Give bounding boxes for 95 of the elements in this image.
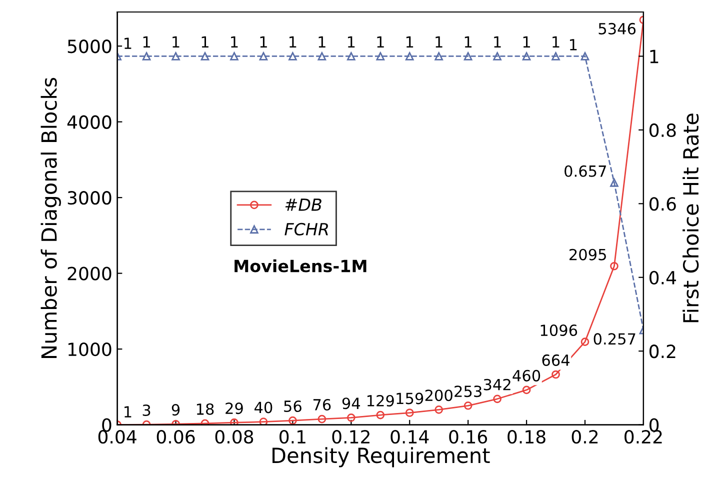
data-label: 664 — [542, 354, 570, 366]
legend-label: #DB — [285, 198, 322, 211]
y2-tick-label: 0.4 — [650, 270, 676, 284]
y-tick-label: 0 — [102, 418, 112, 432]
point — [230, 52, 238, 60]
point — [172, 52, 180, 60]
y2-axis-title: First Choice Hit Rate — [682, 114, 699, 322]
point — [230, 418, 238, 425]
point — [346, 414, 356, 422]
point — [405, 52, 414, 60]
point — [405, 408, 414, 417]
point — [580, 338, 590, 346]
x-tick-label: 0.06 — [156, 430, 195, 444]
point — [493, 52, 502, 60]
data-label: 460 — [512, 370, 540, 382]
point — [552, 370, 560, 379]
data-label: 3 — [142, 404, 150, 416]
point — [288, 52, 297, 60]
y2-tick-label: 0.2 — [650, 344, 676, 358]
point — [259, 52, 268, 60]
point — [434, 405, 444, 414]
legend-label: FCHR — [284, 222, 328, 236]
data-label: 40 — [254, 402, 272, 414]
x-tick-label: 0.04 — [98, 430, 136, 444]
data-label: 0.657 — [564, 165, 606, 177]
point — [610, 262, 618, 270]
data-label: 342 — [484, 378, 510, 390]
data-label: 1 — [523, 36, 530, 48]
data-label: 253 — [454, 386, 482, 398]
data-label: 76 — [313, 398, 331, 411]
point — [493, 394, 502, 404]
x-axis-title: Density Requirement — [272, 447, 490, 468]
data-label: 1 — [172, 36, 180, 48]
point — [288, 416, 297, 425]
data-label: 1 — [464, 36, 472, 48]
data-label: 1 — [231, 36, 238, 48]
x-tick-label: 0.22 — [624, 430, 662, 444]
point — [552, 52, 560, 60]
data-label: 9 — [172, 404, 180, 416]
point — [200, 52, 210, 60]
point — [376, 52, 385, 60]
data-label: 1 — [290, 36, 296, 48]
point — [610, 178, 618, 187]
data-label: 1 — [124, 38, 132, 49]
point — [464, 52, 472, 60]
data-label: 200 — [425, 390, 452, 402]
x-tick-label: 0.18 — [508, 430, 546, 444]
data-label: 29 — [226, 402, 243, 414]
data-label: 56 — [284, 400, 302, 412]
y2-tick-label: 0.8 — [650, 123, 676, 138]
point — [522, 52, 531, 60]
data-label: 1 — [318, 36, 326, 48]
y-axis-title: Number of Diagonal Blocks — [40, 78, 61, 358]
y-tick-label: 4000 — [67, 115, 112, 129]
y-tick-label: 2000 — [68, 266, 112, 280]
data-label: 1 — [377, 36, 384, 48]
data-label: 1 — [348, 36, 355, 48]
point — [434, 52, 444, 60]
data-label: 0.257 — [594, 333, 636, 345]
point — [580, 52, 590, 60]
y-tick-label: 3000 — [68, 191, 112, 205]
point — [318, 414, 326, 424]
data-label: 94 — [342, 398, 360, 410]
data-label: 1 — [202, 36, 208, 48]
point — [142, 52, 151, 60]
data-label: 18 — [196, 403, 214, 415]
x-tick-label: 0.1 — [280, 430, 306, 444]
y-tick-label: 1000 — [68, 342, 112, 356]
y-tick-label: 5000 — [68, 40, 112, 54]
x-tick-label: 0.2 — [572, 430, 598, 444]
data-label: 1 — [124, 406, 132, 418]
y2-tick-label: 0.6 — [650, 197, 676, 211]
data-label: 159 — [396, 392, 424, 404]
annotation: MovieLens-1M — [234, 259, 366, 272]
data-label: 1 — [494, 36, 501, 48]
data-label: 5346 — [598, 22, 636, 34]
data-label: 1 — [406, 36, 414, 48]
y2-tick-label: 1 — [650, 50, 658, 64]
x-tick-label: 0.16 — [449, 430, 488, 444]
data-label: 1 — [436, 36, 442, 48]
x-tick-label: 0.08 — [215, 430, 254, 444]
x-tick-label: 0.12 — [332, 430, 370, 444]
point — [318, 52, 326, 60]
data-label: 129 — [367, 394, 394, 407]
data-label: 1 — [260, 36, 267, 48]
data-label: 1096 — [540, 324, 578, 336]
data-label: 2095 — [570, 248, 606, 260]
data-label: 1 — [143, 36, 150, 48]
data-label: 1 — [552, 36, 560, 48]
x-tick-label: 0.14 — [390, 430, 429, 444]
point — [376, 410, 385, 420]
data-label: 1 — [570, 39, 577, 50]
point — [522, 386, 531, 394]
point — [346, 52, 356, 60]
point — [464, 401, 472, 410]
